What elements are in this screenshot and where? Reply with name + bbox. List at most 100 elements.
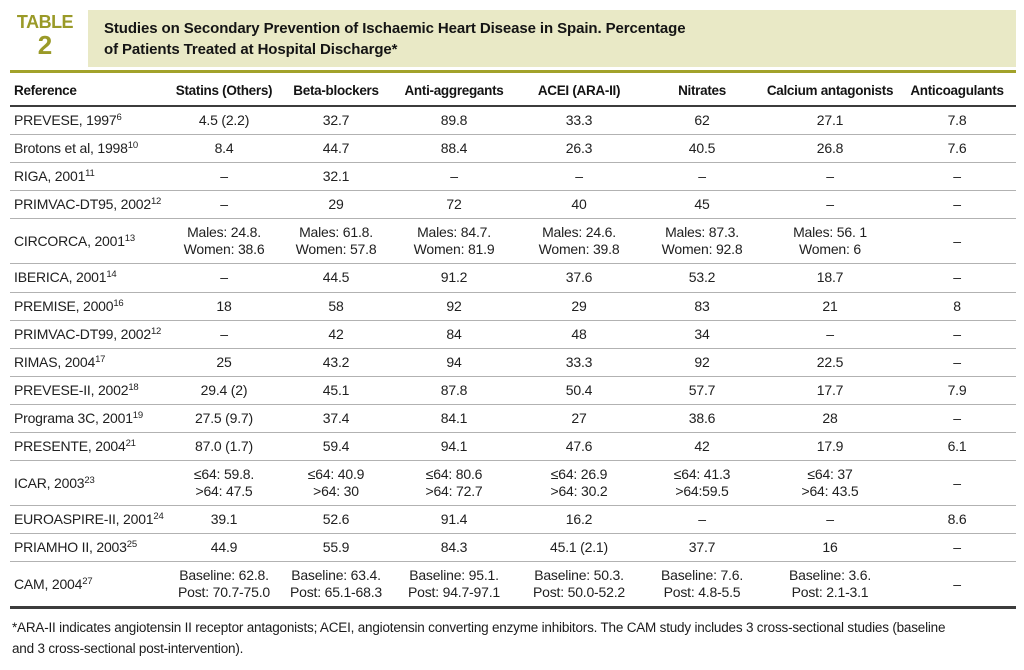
value-cell: 37.6 <box>516 263 642 293</box>
table-row: CAM, 200427 Baseline: 62.8. Post: 70.7-75… <box>10 561 1016 610</box>
value-cell: 44.7 <box>280 134 392 164</box>
value-cell: 17.7 <box>762 376 898 405</box>
reference-name: IBERICA, 2001 <box>14 269 107 286</box>
value-cell: 91.4 <box>392 505 516 535</box>
value-cell: 84 <box>392 320 516 349</box>
value-cell: 21 <box>762 292 898 321</box>
value-cell: 47.6 <box>516 432 642 462</box>
reference-citation: 12 <box>150 196 162 208</box>
data-table: Reference Statins (Others) Beta-blockers An… <box>10 74 1016 610</box>
value-cell: 7.6 <box>898 134 1016 164</box>
value-cell: 29.4 (2) <box>168 376 280 405</box>
column-header: ACEI (ARA-II) <box>516 74 642 107</box>
value-cell: – <box>168 263 280 293</box>
value-cell: – <box>898 320 1016 349</box>
value-cell: 83 <box>642 292 762 321</box>
reference-cell: IBERICA, 200114 <box>10 263 168 293</box>
reference-cell: EUROASPIRE-II, 200124 <box>10 505 168 535</box>
value-cell: Baseline: 63.4. Post: 65.1-68.3 <box>280 561 392 610</box>
value-cell: 84.3 <box>392 533 516 563</box>
value-cell: 42 <box>642 432 762 462</box>
value-cell: 26.8 <box>762 134 898 164</box>
value-cell: – <box>898 263 1016 293</box>
reference-name: CIRCORCA, 2001 <box>14 232 125 249</box>
value-cell: 17.9 <box>762 432 898 462</box>
value-cell: 32.7 <box>280 106 392 136</box>
value-cell: Baseline: 3.6. Post: 2.1-3.1 <box>762 561 898 610</box>
value-cell: – <box>762 190 898 220</box>
value-cell: ≤64: 41.3 >64:59.5 <box>642 460 762 507</box>
reference-citation: 24 <box>153 511 164 523</box>
value-cell: 84.1 <box>392 404 516 433</box>
reference-citation: 17 <box>95 353 106 365</box>
value-cell: 44.9 <box>168 533 280 563</box>
table-row: PRIAMHO II, 200325 44.9 55.9 84.3 45.1 (2.1)… <box>10 533 1016 563</box>
table-row: PREVESE-II, 200218 29.4 (2) 45.1 87.8 50.4 57… <box>10 376 1016 405</box>
reference-cell: PREMISE, 200016 <box>10 292 168 321</box>
column-header: Calcium antagonists <box>762 74 898 107</box>
table-footnote: *ARA-II indicates angiotensin II recepto… <box>12 620 946 656</box>
value-cell: 72 <box>392 190 516 220</box>
value-cell: – <box>762 505 898 535</box>
value-cell: 26.3 <box>516 134 642 164</box>
value-cell: 55.9 <box>280 533 392 563</box>
value-cell: 25 <box>168 348 280 377</box>
value-cell: 57.7 <box>642 376 762 405</box>
value-cell: 8.6 <box>898 505 1016 535</box>
value-cell: 52.6 <box>280 505 392 535</box>
value-cell: 29 <box>280 190 392 220</box>
value-cell: – <box>898 404 1016 433</box>
accent-rule <box>10 70 1016 73</box>
reference-cell: Brotons et al, 199810 <box>10 134 168 164</box>
value-cell: Males: 61.8. Women: 57.8 <box>280 218 392 265</box>
reference-citation: 21 <box>125 437 136 449</box>
value-cell: 18.7 <box>762 263 898 293</box>
table-row: RIMAS, 200417 25 43.2 94 33.3 92 22.5– <box>10 348 1016 377</box>
value-cell: Males: 87.3. Women: 92.8 <box>642 218 762 265</box>
value-cell: Males: 24.6. Women: 39.8 <box>516 218 642 265</box>
value-cell: 27.5 (9.7) <box>168 404 280 433</box>
reference-cell: PRIMVAC-DT95, 200212 <box>10 190 168 220</box>
value-cell: – <box>762 162 898 192</box>
reference-name: PRESENTE, 2004 <box>14 437 126 454</box>
value-cell: – <box>392 162 516 192</box>
value-cell: 42 <box>280 320 392 349</box>
column-header: Nitrates <box>642 74 762 107</box>
value-cell: 16 <box>762 533 898 563</box>
value-cell: 37.4 <box>280 404 392 433</box>
reference-cell: PRIAMHO II, 200325 <box>10 533 168 563</box>
reference-citation: 12 <box>150 325 162 337</box>
table-label-word: TABLE <box>16 12 74 32</box>
value-cell: 7.9 <box>898 376 1016 405</box>
value-cell: ≤64: 59.8. >64: 47.5 <box>168 460 280 507</box>
reference-name: PREVESE, 1997 <box>14 112 117 128</box>
table-label-number: 2 <box>37 29 53 60</box>
table-label: TABLE 2 <box>10 10 80 67</box>
table-row: EUROASPIRE-II, 200124 39.1 52.6 91.4 16.2– –8… <box>10 505 1016 535</box>
reference-cell: PREVESE, 19976 <box>10 106 168 136</box>
table-title: Studies on Secondary Prevention of Ischa… <box>104 20 686 58</box>
value-cell: – <box>516 162 642 192</box>
reference-name: PRIAMHO II, 2003 <box>14 539 127 556</box>
value-cell: Males: 24.8. Women: 38.6 <box>168 218 280 265</box>
value-cell: – <box>898 162 1016 192</box>
value-cell: – <box>898 190 1016 220</box>
value-cell: – <box>898 348 1016 377</box>
reference-cell: PRESENTE, 200421 <box>10 432 168 462</box>
reference-name: ICAR, 2003 <box>14 474 85 491</box>
value-cell: Baseline: 95.1. Post: 94.7-97.1 <box>392 561 516 610</box>
table-header-row: Reference Statins (Others) Beta-blockers An… <box>10 74 1016 107</box>
value-cell: 22.5 <box>762 348 898 377</box>
reference-citation: 25 <box>126 539 137 551</box>
reference-name: CAM, 2004 <box>14 575 83 592</box>
value-cell: Baseline: 50.3. Post: 50.0-52.2 <box>516 561 642 610</box>
value-cell: 33.3 <box>516 348 642 377</box>
value-cell: 45.1 <box>280 376 392 405</box>
reference-citation: 6 <box>116 112 122 123</box>
reference-citation: 16 <box>113 297 124 309</box>
value-cell: 59.4 <box>280 432 392 462</box>
table-row: RIGA, 200111–32.1– – – – – <box>10 162 1016 192</box>
value-cell: 87.0 (1.7) <box>168 432 280 462</box>
value-cell: ≤64: 80.6 >64: 72.7 <box>392 460 516 507</box>
value-cell: ≤64: 26.9 >64: 30.2 <box>516 460 642 507</box>
